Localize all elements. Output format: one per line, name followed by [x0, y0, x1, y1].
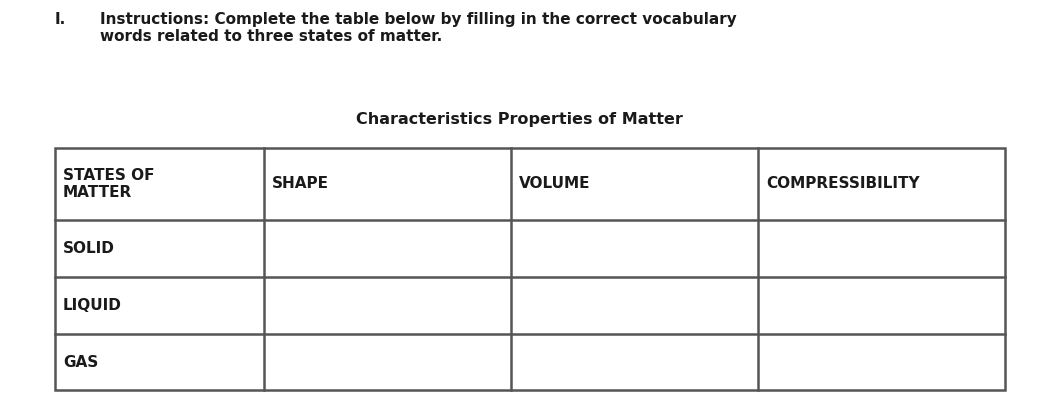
Text: I.: I.	[55, 12, 66, 27]
Text: SHAPE: SHAPE	[272, 177, 329, 192]
Text: VOLUME: VOLUME	[519, 177, 591, 192]
Text: COMPRESSIBILITY: COMPRESSIBILITY	[766, 177, 920, 192]
Text: STATES OF
MATTER: STATES OF MATTER	[63, 168, 155, 200]
Text: Instructions: Complete the table below by filling in the correct vocabulary
word: Instructions: Complete the table below b…	[100, 12, 737, 44]
Bar	[55, 148, 1005, 390]
Text: Characteristics Properties of Matter: Characteristics Properties of Matter	[356, 112, 682, 127]
Text: GAS: GAS	[63, 355, 99, 370]
Text: LIQUID: LIQUID	[63, 298, 121, 313]
Text: SOLID: SOLID	[63, 241, 115, 256]
